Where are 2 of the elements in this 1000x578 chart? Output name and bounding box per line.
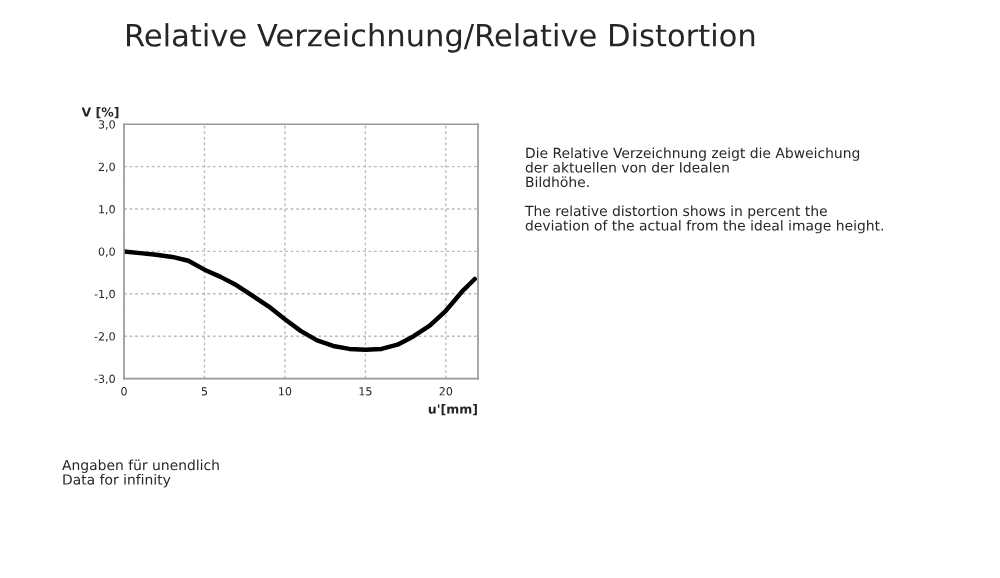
line-series — [124, 249, 477, 352]
chart-title: Relative Verzeichnung/Relative Distortion — [127, 23, 755, 53]
